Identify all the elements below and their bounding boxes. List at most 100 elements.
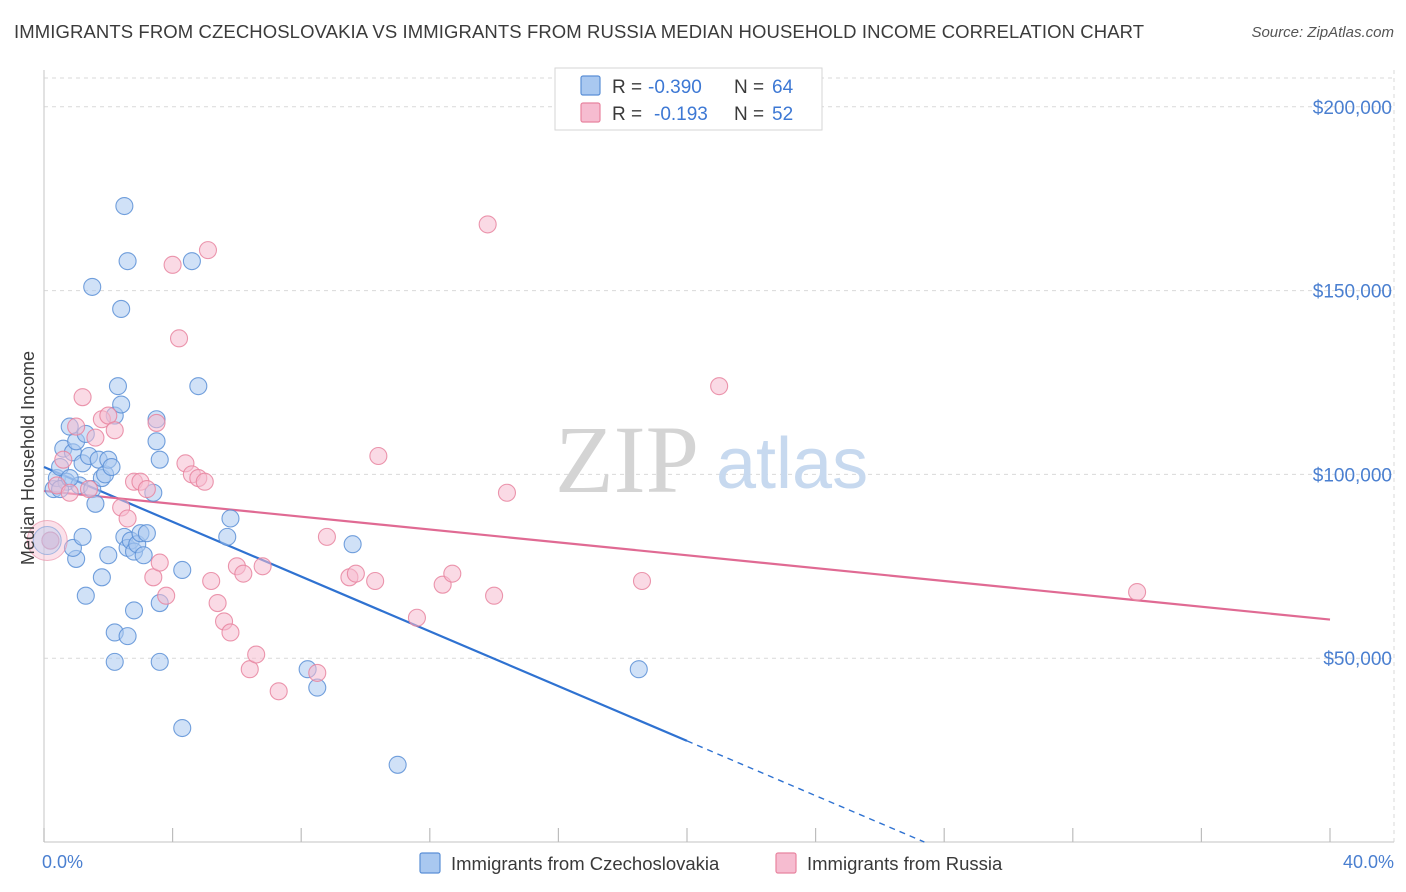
point-pink [247, 645, 266, 664]
point-pink [157, 586, 176, 605]
y-tick-label: $150,000 [1313, 282, 1392, 303]
point-pink [54, 450, 73, 469]
point-pink [407, 608, 426, 627]
point-pink [163, 255, 182, 274]
watermark-atlas: atlas [716, 424, 868, 504]
point-blue [173, 560, 192, 580]
point-pink [369, 446, 388, 466]
legend: R = -0.390 N = 64 R = -0.193 N = 52 [554, 67, 823, 131]
point-blue [83, 277, 102, 296]
x-tick-label-min: 0.0% [42, 852, 83, 872]
point-pink [67, 417, 86, 436]
point-pink [79, 480, 99, 499]
watermark-zip: ZIP [555, 406, 699, 513]
point-pink [208, 593, 227, 613]
point-blue [137, 524, 156, 543]
chart-source: Source: ZipAtlas.com [1251, 24, 1394, 41]
point-blue [173, 718, 192, 738]
point-pink [632, 571, 652, 591]
point-blue [105, 652, 124, 671]
point-pink [497, 483, 517, 502]
data-points [26, 196, 1147, 774]
legend-n-label-1: N = [734, 77, 764, 98]
point-blue [99, 546, 118, 565]
point-pink [253, 557, 272, 576]
x-tick-label-max: 40.0% [1343, 852, 1394, 872]
point-blue [76, 586, 95, 605]
y-tick-labels: $50,000 $100,000 $150,000 $200,000 [1313, 98, 1392, 670]
trend-lines [43, 466, 1331, 843]
point-pink [105, 421, 124, 440]
bottom-legend-swatch-blue [419, 852, 441, 874]
point-pink [118, 509, 137, 528]
point-pink [137, 480, 156, 499]
point-blue [115, 196, 134, 216]
point-blue [118, 252, 137, 271]
point-pink [73, 388, 92, 407]
bottom-legend: Immigrants from Czechoslovakia Immigrant… [419, 852, 1003, 874]
legend-r-label-1: R = [612, 77, 642, 98]
legend-n-value-1: 64 [772, 77, 794, 98]
point-pink [1128, 582, 1147, 602]
point-pink [147, 413, 166, 432]
point-blue [118, 627, 137, 646]
point-cluster-blue [32, 526, 62, 556]
point-pink [150, 553, 169, 572]
point-pink [60, 483, 79, 502]
point-pink [202, 571, 221, 591]
point-blue [629, 660, 648, 679]
legend-n-value-2: 52 [772, 104, 793, 125]
point-blue [73, 527, 92, 546]
point-blue [112, 395, 131, 414]
point-pink [317, 527, 336, 546]
point-pink [221, 623, 240, 642]
trend-line-blue [43, 466, 688, 742]
point-pink [478, 215, 497, 234]
bottom-legend-label-blue: Immigrants from Czechoslovakia [451, 853, 720, 874]
point-blue [150, 450, 169, 469]
point-blue [189, 377, 208, 396]
point-blue [343, 535, 362, 554]
axes [43, 70, 1394, 843]
legend-n-label-2: N = [734, 104, 764, 125]
legend-r-value-2: -0.193 [654, 104, 708, 125]
point-blue [218, 527, 237, 546]
point-pink [169, 329, 189, 348]
point-blue [124, 601, 144, 620]
point-blue [108, 377, 127, 396]
point-pink [198, 241, 218, 260]
point-blue [388, 755, 407, 774]
point-blue [147, 432, 166, 451]
point-blue [221, 509, 240, 528]
point-pink [443, 564, 462, 583]
legend-r-value-1: -0.390 [648, 77, 702, 98]
point-blue [134, 546, 153, 565]
point-blue [102, 457, 121, 477]
point-pink [346, 564, 365, 583]
y-tick-label: $100,000 [1313, 465, 1392, 486]
point-pink [269, 682, 288, 701]
legend-swatch-pink [580, 102, 601, 123]
y-axis-label: Median Household Income [18, 351, 38, 565]
y-tick-label: $50,000 [1323, 649, 1392, 670]
point-pink [710, 377, 729, 396]
point-pink [308, 663, 327, 682]
point-pink [41, 531, 60, 550]
legend-swatch-blue [580, 75, 601, 96]
watermark: ZIP atlas [555, 406, 868, 513]
point-blue [112, 299, 131, 319]
point-pink [195, 472, 214, 491]
point-blue [182, 252, 201, 271]
point-pink [86, 428, 105, 447]
point-pink [234, 564, 253, 583]
point-blue [150, 652, 169, 671]
legend-r-label-2: R = [612, 104, 642, 125]
trend-line-pink [43, 489, 1331, 621]
trend-line-extension-blue [686, 740, 925, 843]
point-pink [485, 586, 504, 605]
point-blue [92, 568, 111, 587]
bottom-legend-label-pink: Immigrants from Russia [807, 853, 1003, 874]
bottom-legend-swatch-pink [775, 852, 797, 874]
chart-title: IMMIGRANTS FROM CZECHOSLOVAKIA VS IMMIGR… [14, 21, 1145, 42]
